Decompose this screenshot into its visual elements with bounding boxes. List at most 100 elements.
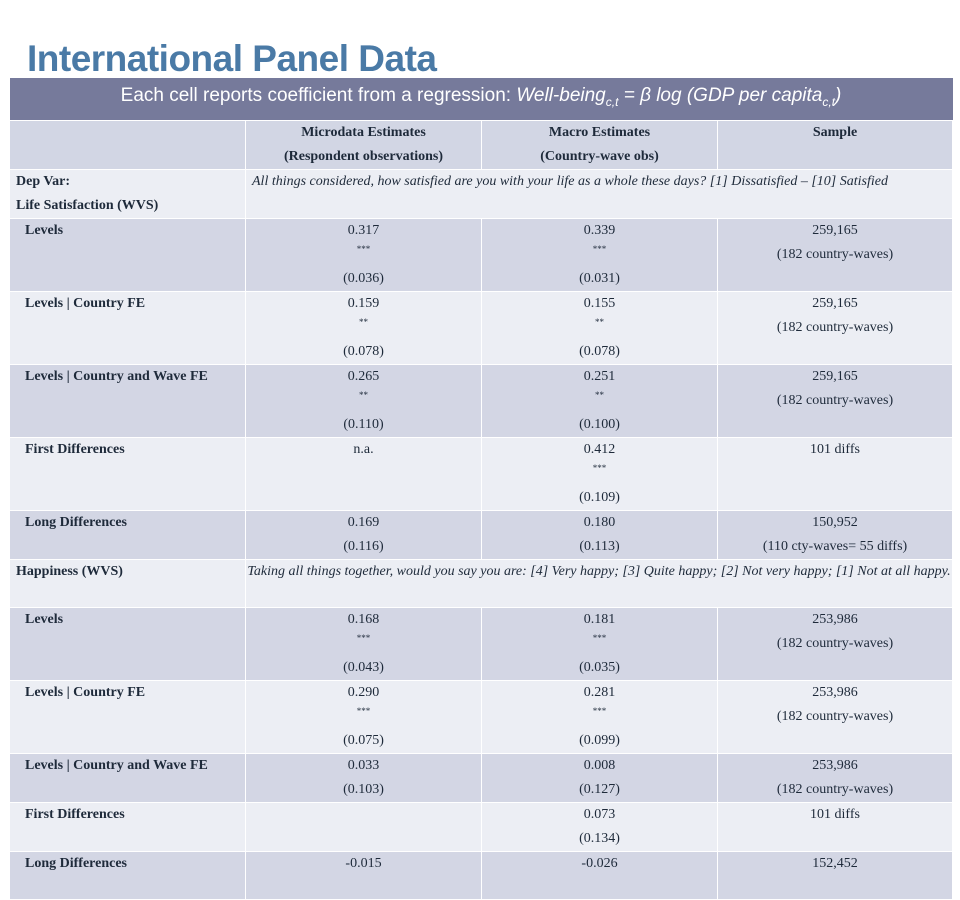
macro-cell: -0.026 <box>481 850 718 900</box>
row-label: Levels <box>9 606 246 681</box>
micro-cell: 0.159 ** (0.078) <box>245 290 482 365</box>
micro-estimate: 0.290 *** <box>246 681 481 729</box>
macro-se: (0.035) <box>579 659 620 675</box>
sample-cell: 259,165 (182 country-waves) <box>716 363 954 438</box>
micro-cell: 0.317 *** (0.036) <box>245 217 482 292</box>
banner-cell: Each cell reports coefficient from a reg… <box>9 78 953 121</box>
section-label-hap: Happiness (WVS) <box>9 558 246 608</box>
sample-n: 253,986 <box>812 611 858 627</box>
section-row-life-satisfaction: Dep Var: Life Satisfaction (WVS) All thin… <box>9 168 954 219</box>
micro-estimate: 0.265 ** <box>246 365 481 413</box>
micro-estimate: 0.168 *** <box>246 608 481 656</box>
macro-cell: 0.008 (0.127) <box>481 752 718 803</box>
macro-cell: 0.339 *** (0.031) <box>481 217 718 292</box>
macro-coef: 0.180 <box>583 514 616 530</box>
micro-coef: 0.265 <box>347 368 380 384</box>
micro-se: (0.078) <box>343 343 384 359</box>
sample-cell: 259,165 (182 country-waves) <box>716 217 954 292</box>
micro-coef: 0.033 <box>347 757 380 773</box>
sample-detail: (182 country-waves) <box>776 781 894 797</box>
column-header-row: Microdata Estimates (Respondent observati… <box>9 119 954 170</box>
micro-coef: 0.169 <box>347 514 380 530</box>
micro-estimate: 0.169 <box>246 511 481 535</box>
micro-estimate: 0.033 <box>246 754 481 778</box>
sample-n: 259,165 <box>812 295 858 311</box>
sample-n: 101 diffs <box>810 806 860 822</box>
header-macro-line1: Macro Estimates <box>548 124 651 140</box>
sample-detail: (110 cty-waves= 55 diffs) <box>762 538 908 554</box>
macro-stars: *** <box>592 243 607 254</box>
section-label-ls-line2: Life Satisfaction (WVS) <box>16 197 159 213</box>
micro-cell: -0.015 <box>245 850 482 900</box>
micro-se: (0.116) <box>343 538 384 554</box>
sample-n: 152,452 <box>812 855 858 871</box>
macro-estimate: 0.073 <box>482 803 717 827</box>
header-macro: Macro Estimates (Country-wave obs) <box>481 119 718 170</box>
macro-estimate: 0.180 <box>482 511 717 535</box>
macro-se: (0.078) <box>579 343 620 359</box>
header-micro-line1: Microdata Estimates <box>301 124 426 140</box>
micro-se: (0.075) <box>343 732 384 748</box>
row-label: Levels | Country FE <box>9 290 246 365</box>
table-row: Long Differences 0.169 (0.116) 0.180 (0.113)… <box>9 509 954 560</box>
sample-detail: (182 country-waves) <box>776 708 894 724</box>
micro-estimate: 0.159 ** <box>246 292 481 340</box>
banner-mid: = β log (GDP per capita <box>618 85 823 106</box>
micro-coef: n.a. <box>353 441 374 457</box>
macro-se: (0.031) <box>579 270 620 286</box>
macro-coef: 0.181 <box>583 611 616 627</box>
macro-cell: 0.073 (0.134) <box>481 801 718 852</box>
section-question-hap: Taking all things together, would you sa… <box>244 558 954 608</box>
header-micro-line2: (Respondent observations) <box>283 148 444 164</box>
micro-stars: ** <box>359 389 368 400</box>
sample-n: 101 diffs <box>810 441 860 457</box>
sample-n: 259,165 <box>812 368 858 384</box>
row-label: Long Differences <box>9 850 246 900</box>
micro-coef: 0.290 <box>347 684 380 700</box>
macro-cell: 0.155 ** (0.078) <box>481 290 718 365</box>
sample-cell: 259,165 (182 country-waves) <box>716 290 954 365</box>
macro-coef: 0.339 <box>583 222 616 238</box>
table-row: Levels | Country FE 0.290 *** (0.075) 0.281 *… <box>9 679 954 754</box>
section-question-ls: All things considered, how satisfied are… <box>244 168 954 219</box>
sample-detail: (182 country-waves) <box>776 246 894 262</box>
header-sample: Sample <box>716 119 954 170</box>
micro-se: (0.103) <box>343 781 384 797</box>
macro-se: (0.100) <box>579 416 620 432</box>
sample-cell: 152,452 <box>716 850 954 900</box>
header-micro: Microdata Estimates (Respondent observati… <box>245 119 482 170</box>
sample-detail: (182 country-waves) <box>776 392 894 408</box>
row-label: Levels | Country and Wave FE <box>9 363 246 438</box>
row-label: Levels | Country FE <box>9 679 246 754</box>
sample-n: 259,165 <box>812 222 858 238</box>
micro-estimate: 0.317 *** <box>246 219 481 267</box>
micro-coef: -0.015 <box>345 855 382 871</box>
macro-coef: -0.026 <box>581 855 618 871</box>
section-label-ls-line1: Dep Var: <box>16 173 71 189</box>
macro-se: (0.109) <box>579 489 620 505</box>
table-banner: Each cell reports coefficient from a reg… <box>9 78 953 121</box>
row-label: Long Differences <box>9 509 246 560</box>
micro-cell: 0.168 *** (0.043) <box>245 606 482 681</box>
macro-stars: *** <box>592 705 607 716</box>
micro-se: (0.036) <box>343 270 384 286</box>
sample-cell: 101 diffs <box>716 801 954 852</box>
micro-cell <box>245 801 482 852</box>
macro-stars: *** <box>592 462 607 473</box>
macro-estimate: 0.008 <box>482 754 717 778</box>
micro-se: (0.110) <box>343 416 384 432</box>
micro-stars: *** <box>356 632 371 643</box>
macro-estimate: 0.412 *** <box>482 438 717 486</box>
sample-detail: (182 country-waves) <box>776 635 894 651</box>
macro-estimate: -0.026 <box>482 852 717 876</box>
macro-cell: 0.251 ** (0.100) <box>481 363 718 438</box>
header-macro-line2: (Country-wave obs) <box>540 148 659 164</box>
regression-table: Each cell reports coefficient from a reg… <box>9 78 954 900</box>
micro-cell: 0.265 ** (0.110) <box>245 363 482 438</box>
macro-estimate: 0.155 ** <box>482 292 717 340</box>
macro-stars: *** <box>592 632 607 643</box>
macro-coef: 0.251 <box>583 368 616 384</box>
macro-cell: 0.181 *** (0.035) <box>481 606 718 681</box>
macro-cell: 0.281 *** (0.099) <box>481 679 718 754</box>
macro-cell: 0.180 (0.113) <box>481 509 718 560</box>
